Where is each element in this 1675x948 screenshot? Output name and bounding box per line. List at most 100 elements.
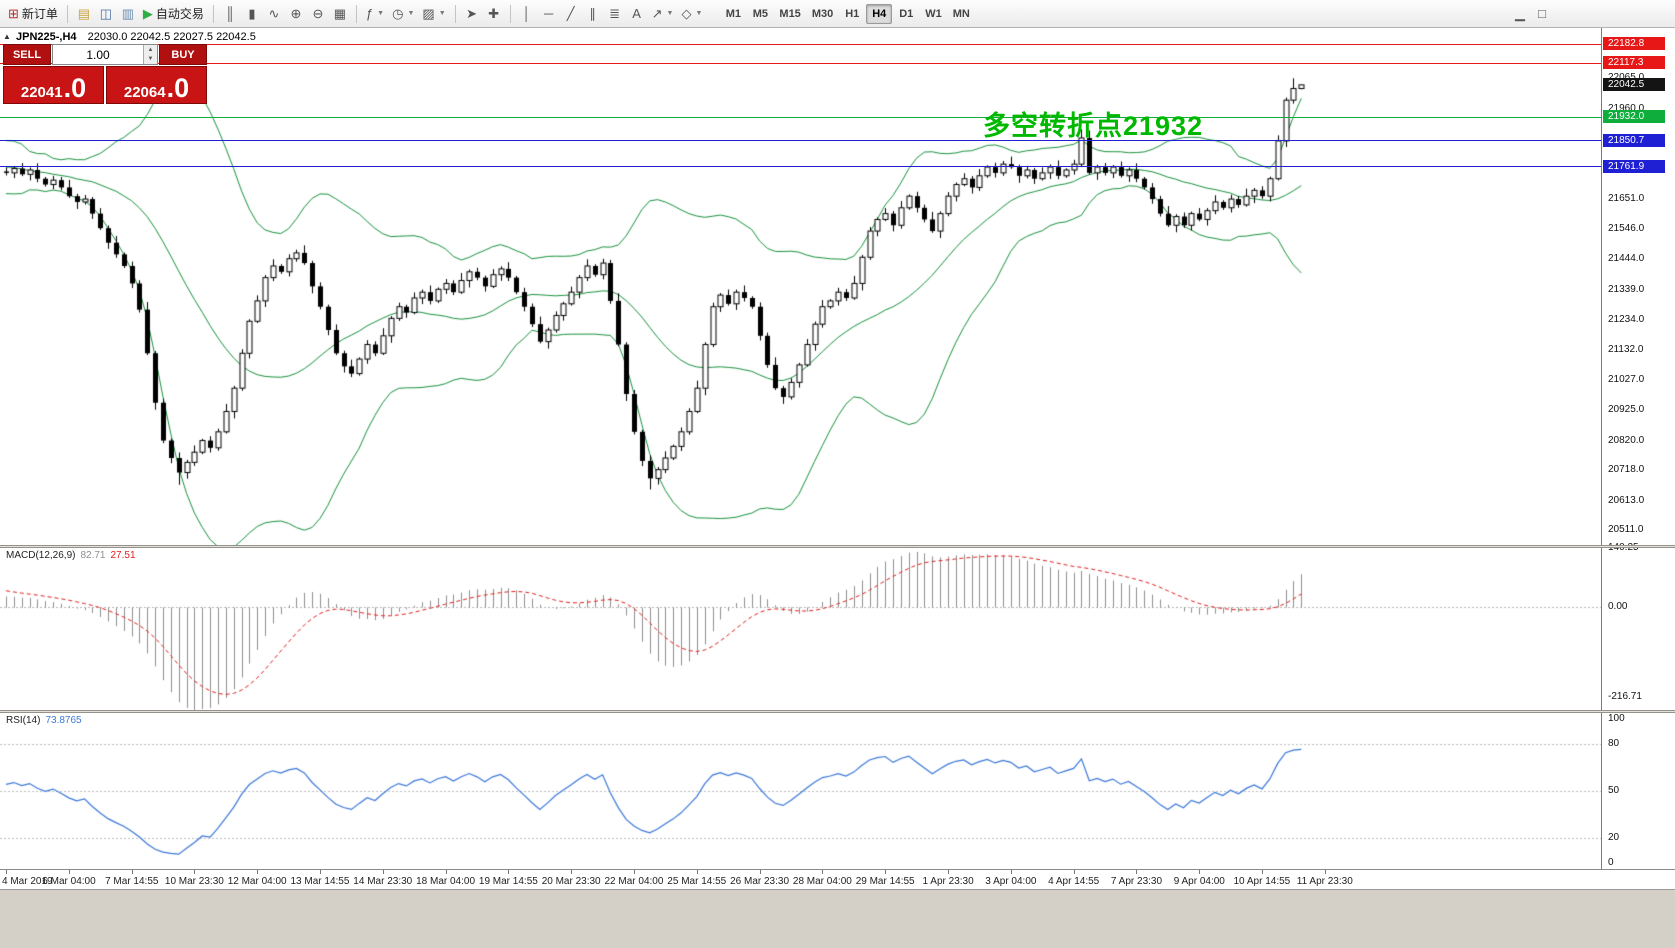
zoom-out-icon: ⊖ <box>312 6 324 21</box>
axis-price-label: 20925.0 <box>1608 404 1645 415</box>
timeframe-h1-button[interactable]: H1 <box>845 7 860 20</box>
arrow-tool-icon: ↗ <box>651 6 663 21</box>
time-axis-tick <box>446 870 447 874</box>
volume-input[interactable] <box>53 45 143 64</box>
new-order-icon: ⊞ <box>8 6 19 21</box>
timeframe-m15-button[interactable]: M15 <box>779 7 801 20</box>
channel-button[interactable]: ∥ <box>582 3 604 25</box>
price-level-line[interactable] <box>0 140 1601 142</box>
candlestick-chart-button[interactable]: ▮ <box>241 3 263 25</box>
time-axis-tick <box>69 870 70 874</box>
vertical-line-button[interactable]: │ <box>516 3 538 25</box>
zoom-out-button[interactable]: ⊖ <box>307 3 329 25</box>
trendline-button[interactable]: ╱ <box>560 3 582 25</box>
chart-header: ▲ JPN225-,H4 22030.0 22042.5 22027.5 220… <box>3 31 256 43</box>
price-level-line[interactable] <box>0 116 1601 118</box>
macd-title: MACD(12,26,9) <box>6 550 76 561</box>
one-click-collapse-button[interactable]: ▲ <box>3 32 11 41</box>
buy-price-display[interactable]: 22064.0 <box>106 66 207 104</box>
axis-price-label: 100 <box>1608 713 1625 724</box>
chart-annotation-text[interactable]: 多空转折点21932 <box>983 111 1204 141</box>
autotrading-button[interactable]: ▶ 自动交易 <box>139 3 208 25</box>
horizontal-line-icon: ─ <box>544 6 554 21</box>
axis-price-label: 20718.0 <box>1608 464 1645 476</box>
time-axis-label: 29 Mar 14:55 <box>855 876 915 887</box>
text-button[interactable]: A <box>626 3 648 25</box>
price-chart-canvas[interactable] <box>0 28 1601 545</box>
toolbar-separator <box>355 4 357 23</box>
time-axis-tick <box>697 870 698 874</box>
arrow-tool-button[interactable]: ↗ ▼ <box>648 3 678 25</box>
time-axis-tick <box>1136 870 1137 874</box>
timeframe-w1-button[interactable]: W1 <box>925 7 942 20</box>
zoom-in-button[interactable]: ⊕ <box>285 3 307 25</box>
time-axis-tick <box>760 870 761 874</box>
price-axis[interactable]: 22170.022065.021960.021855.021755.021651… <box>1601 28 1675 869</box>
timeframe-m30-button[interactable]: M30 <box>811 7 834 20</box>
time-axis-label: 13 Mar 14:55 <box>290 876 350 887</box>
indicators-button[interactable]: ƒ ▼ <box>362 3 388 25</box>
tile-windows-icon: ▦ <box>333 6 347 21</box>
timeframe-m5-button[interactable]: M5 <box>752 7 769 20</box>
line-chart-button[interactable]: ∿ <box>263 3 285 25</box>
buy-button[interactable]: BUY <box>159 44 207 65</box>
text-icon: A <box>632 6 641 21</box>
time-axis-label: 19 Mar 14:55 <box>478 876 538 887</box>
sell-button[interactable]: SELL <box>3 44 51 65</box>
market-watch-button[interactable]: ▤ <box>73 3 95 25</box>
autotrading-icon: ▶ <box>142 6 153 21</box>
time-axis[interactable]: 4 Mar 2019 6 Mar 04:00 7 Mar 14:55 10 Mar 2… <box>0 869 1675 889</box>
price-level-line[interactable] <box>0 43 1601 45</box>
window-restore-button[interactable]: □ <box>1531 3 1553 25</box>
crosshair-button[interactable]: ✚ <box>483 3 505 25</box>
time-axis-tick <box>1199 870 1200 874</box>
timeframe-d1-button[interactable]: D1 <box>899 7 914 20</box>
axis-price-label: 21546.0 <box>1608 223 1645 235</box>
time-axis-label: 26 Mar 23:30 <box>730 876 790 887</box>
periods-button[interactable]: ◷ ▼ <box>388 3 418 25</box>
cursor-button[interactable]: ➤ <box>461 3 483 25</box>
volume-decrease-button[interactable]: ▼ <box>144 54 157 64</box>
tile-windows-button[interactable]: ▦ <box>329 3 351 25</box>
axis-price-label: 20 <box>1608 831 1620 843</box>
shapes-button[interactable]: ◇ ▼ <box>677 3 706 25</box>
timeframe-m1-button[interactable]: M1 <box>725 7 742 20</box>
horizontal-line-button[interactable]: ─ <box>538 3 560 25</box>
bar-chart-icon: ║ <box>225 6 235 21</box>
axis-price-label: 0.00 <box>1608 600 1628 612</box>
volume-increase-button[interactable]: ▲ <box>144 45 157 55</box>
time-axis-tick <box>194 870 195 874</box>
bar-chart-button[interactable]: ║ <box>219 3 241 25</box>
zoom-in-icon: ⊕ <box>290 6 302 21</box>
crosshair-icon: ✚ <box>488 6 500 21</box>
templates-button[interactable]: ▨ ▼ <box>418 3 449 25</box>
macd-panel-canvas[interactable] <box>0 548 1601 710</box>
time-axis-label: 7 Mar 14:55 <box>105 876 159 887</box>
time-axis-tick <box>6 870 7 874</box>
time-axis-tick <box>320 870 321 874</box>
timeframe-mn-button[interactable]: MN <box>952 7 970 20</box>
level-price-badge: 21850.7 <box>1603 133 1665 147</box>
timeframe-h4-button[interactable]: H4 <box>866 3 893 24</box>
window-minimize-button[interactable]: ▁ <box>1509 3 1531 25</box>
time-axis-label: 12 Mar 04:00 <box>227 876 287 887</box>
sell-price-display[interactable]: 22041.0 <box>3 66 104 104</box>
rsi-panel-canvas[interactable] <box>0 713 1601 869</box>
fibonacci-button[interactable]: ≣ <box>604 3 626 25</box>
price-level-line[interactable] <box>0 166 1601 168</box>
dropdown-caret-icon: ▼ <box>407 10 415 17</box>
new-order-button[interactable]: ⊞ 新订单 <box>4 3 62 25</box>
panel-separator-rsi[interactable] <box>0 710 1675 713</box>
navigator-button[interactable]: ◫ <box>95 3 117 25</box>
dropdown-caret-icon: ▼ <box>666 10 674 17</box>
sell-price-main: 22041 <box>20 84 63 101</box>
toolbar-right-group: ▁ □ <box>1509 3 1553 25</box>
terminal-icon: ▥ <box>121 6 135 21</box>
time-axis-label: 3 Apr 04:00 <box>985 876 1037 887</box>
time-axis-label: 11 Apr 23:30 <box>1296 876 1353 887</box>
terminal-button[interactable]: ▥ <box>117 3 139 25</box>
axis-price-label: 20613.0 <box>1608 494 1645 506</box>
panel-separator-macd[interactable] <box>0 545 1675 548</box>
price-level-line[interactable] <box>0 62 1601 64</box>
